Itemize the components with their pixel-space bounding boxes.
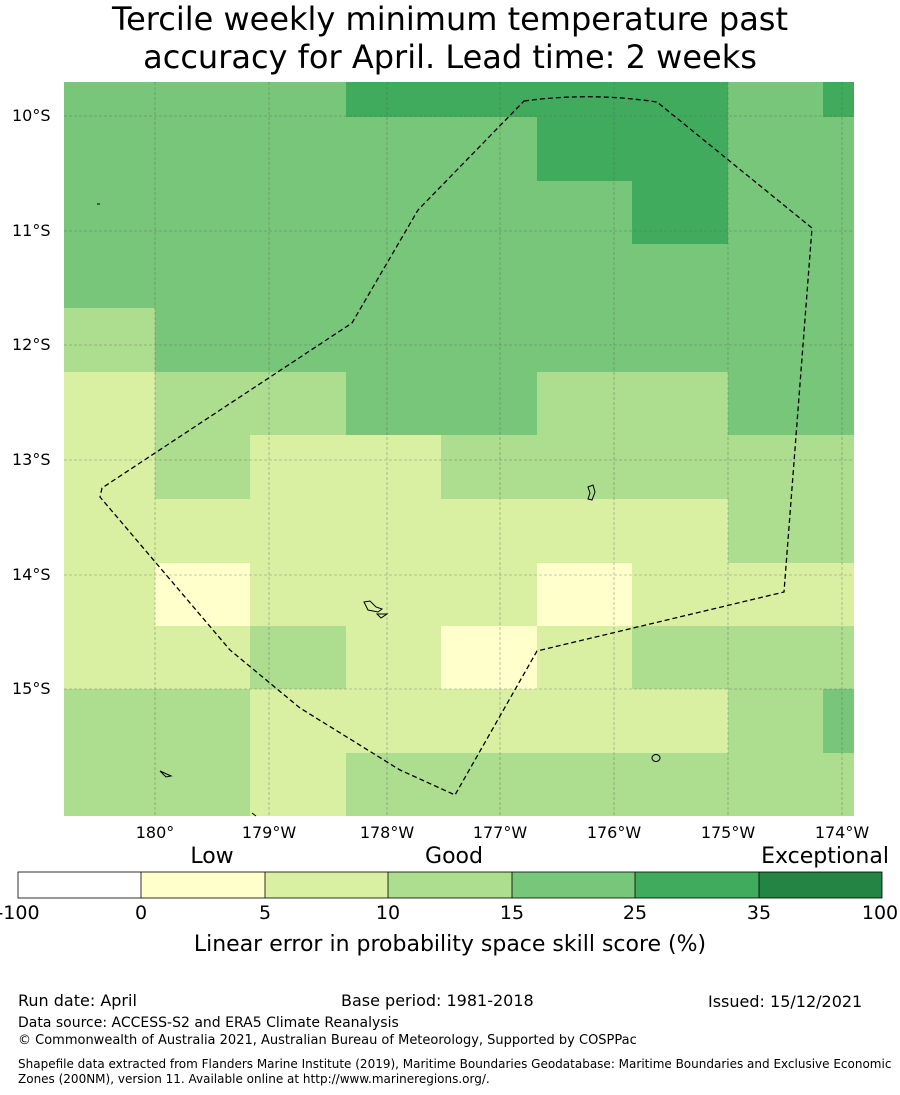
grid-cell <box>64 181 632 244</box>
island-outline <box>651 754 661 762</box>
grid-cell <box>64 117 537 181</box>
grid-cell <box>346 82 728 117</box>
copyright: © Commonwealth of Australia 2021, Austra… <box>18 1033 637 1048</box>
colorbar-word-low: Low <box>190 844 234 869</box>
lon-label: 179°W <box>241 823 297 842</box>
grid-cell <box>64 435 155 499</box>
island-outline <box>587 484 596 501</box>
colorbar-segment <box>512 872 635 898</box>
grid-cell <box>537 563 632 626</box>
eez-boundary <box>99 96 813 796</box>
island-outline <box>251 812 257 817</box>
grid-cell <box>250 626 346 689</box>
grid-cell <box>728 82 823 117</box>
grid-cell <box>632 181 728 244</box>
grid-cell <box>728 435 854 499</box>
grid-cell <box>728 689 823 753</box>
lon-label: 180° <box>135 823 175 842</box>
colorbar-tick: 25 <box>622 902 648 924</box>
grid-cell <box>441 435 728 499</box>
colorbar-tick: 0 <box>134 902 148 924</box>
lat-label: 10°S <box>12 106 51 125</box>
skill-grid <box>64 82 854 816</box>
base-period: Base period: 1981-2018 <box>341 991 534 1010</box>
grid-cell <box>155 372 346 435</box>
grid-cell <box>537 626 632 689</box>
lat-label: 13°S <box>12 450 51 469</box>
grid-cell <box>64 308 155 372</box>
island-outline <box>159 770 173 778</box>
map-title-line-1: Tercile weekly minimum temperature past <box>111 0 789 38</box>
grid-cell <box>728 499 854 563</box>
lon-label: 174°W <box>814 823 870 842</box>
colorbar-segment <box>141 872 265 898</box>
lat-label: 15°S <box>12 679 51 698</box>
grid-cell <box>537 117 728 181</box>
lon-label: 176°W <box>586 823 642 842</box>
colorbar-label: Linear error in probability space skill … <box>193 932 707 957</box>
lon-label: 178°W <box>359 823 415 842</box>
grid-cell <box>823 689 854 753</box>
grid-cell <box>64 82 346 117</box>
grid-cell <box>728 117 854 181</box>
grid-cell <box>155 563 250 626</box>
grid-cell <box>823 82 854 117</box>
grid-cell <box>64 244 854 308</box>
colorbar-word-exceptional: Exceptional <box>761 844 889 869</box>
grid-cell <box>632 626 854 689</box>
run-date: Run date: April <box>18 991 137 1010</box>
grid-cell <box>346 753 854 816</box>
colorbar-segment <box>18 872 141 898</box>
grid-cell <box>441 626 537 689</box>
map-title-line-2: accuracy for April. Lead time: 2 weeks <box>143 38 757 76</box>
grid-cell <box>250 753 346 816</box>
lat-label: 12°S <box>12 335 51 354</box>
grid-cell <box>250 435 441 499</box>
colorbar-segment <box>388 872 512 898</box>
grid-cell <box>250 563 537 626</box>
grid-cell <box>64 563 155 626</box>
grid-cell <box>346 626 441 689</box>
shapefile-credit: Shapefile data extracted from Flanders M… <box>18 1057 892 1086</box>
islands <box>97 203 661 817</box>
lon-label: 177°W <box>472 823 528 842</box>
issued-date: Issued: 15/12/2021 <box>708 992 863 1011</box>
colorbar-tick: 35 <box>746 902 772 924</box>
island-outline <box>363 600 384 613</box>
grid-cell <box>250 689 728 753</box>
grid-cell <box>728 372 854 435</box>
colorbar-tick: -100 <box>0 902 40 924</box>
colorbar-tick: 15 <box>499 902 525 924</box>
grid-cell <box>728 181 854 244</box>
colorbar-tick: 100 <box>861 902 899 924</box>
lat-label: 14°S <box>12 565 51 584</box>
data-source: Data source: ACCESS-S2 and ERA5 Climate … <box>18 1015 399 1031</box>
grid-cell <box>155 308 854 372</box>
colorbar-segment <box>635 872 759 898</box>
grid-cell <box>346 372 537 435</box>
grid-cell <box>64 372 155 435</box>
colorbar-tick: 10 <box>375 902 401 924</box>
grid-cell <box>537 372 728 435</box>
grid-cell <box>64 499 728 563</box>
grid-cell <box>64 689 250 753</box>
colorbar-word-good: Good <box>425 844 483 869</box>
lat-label: 11°S <box>12 221 51 240</box>
grid-cell <box>155 435 250 499</box>
lon-label: 175°W <box>700 823 756 842</box>
grid-cell <box>64 626 250 689</box>
colorbar <box>17 871 883 899</box>
grid-cell <box>64 753 250 816</box>
colorbar-segment <box>759 872 882 898</box>
island-outline <box>375 613 389 619</box>
colorbar-tick: 5 <box>258 902 272 924</box>
grid-cell <box>632 563 854 626</box>
colorbar-segment <box>265 872 388 898</box>
graticule <box>64 82 854 816</box>
